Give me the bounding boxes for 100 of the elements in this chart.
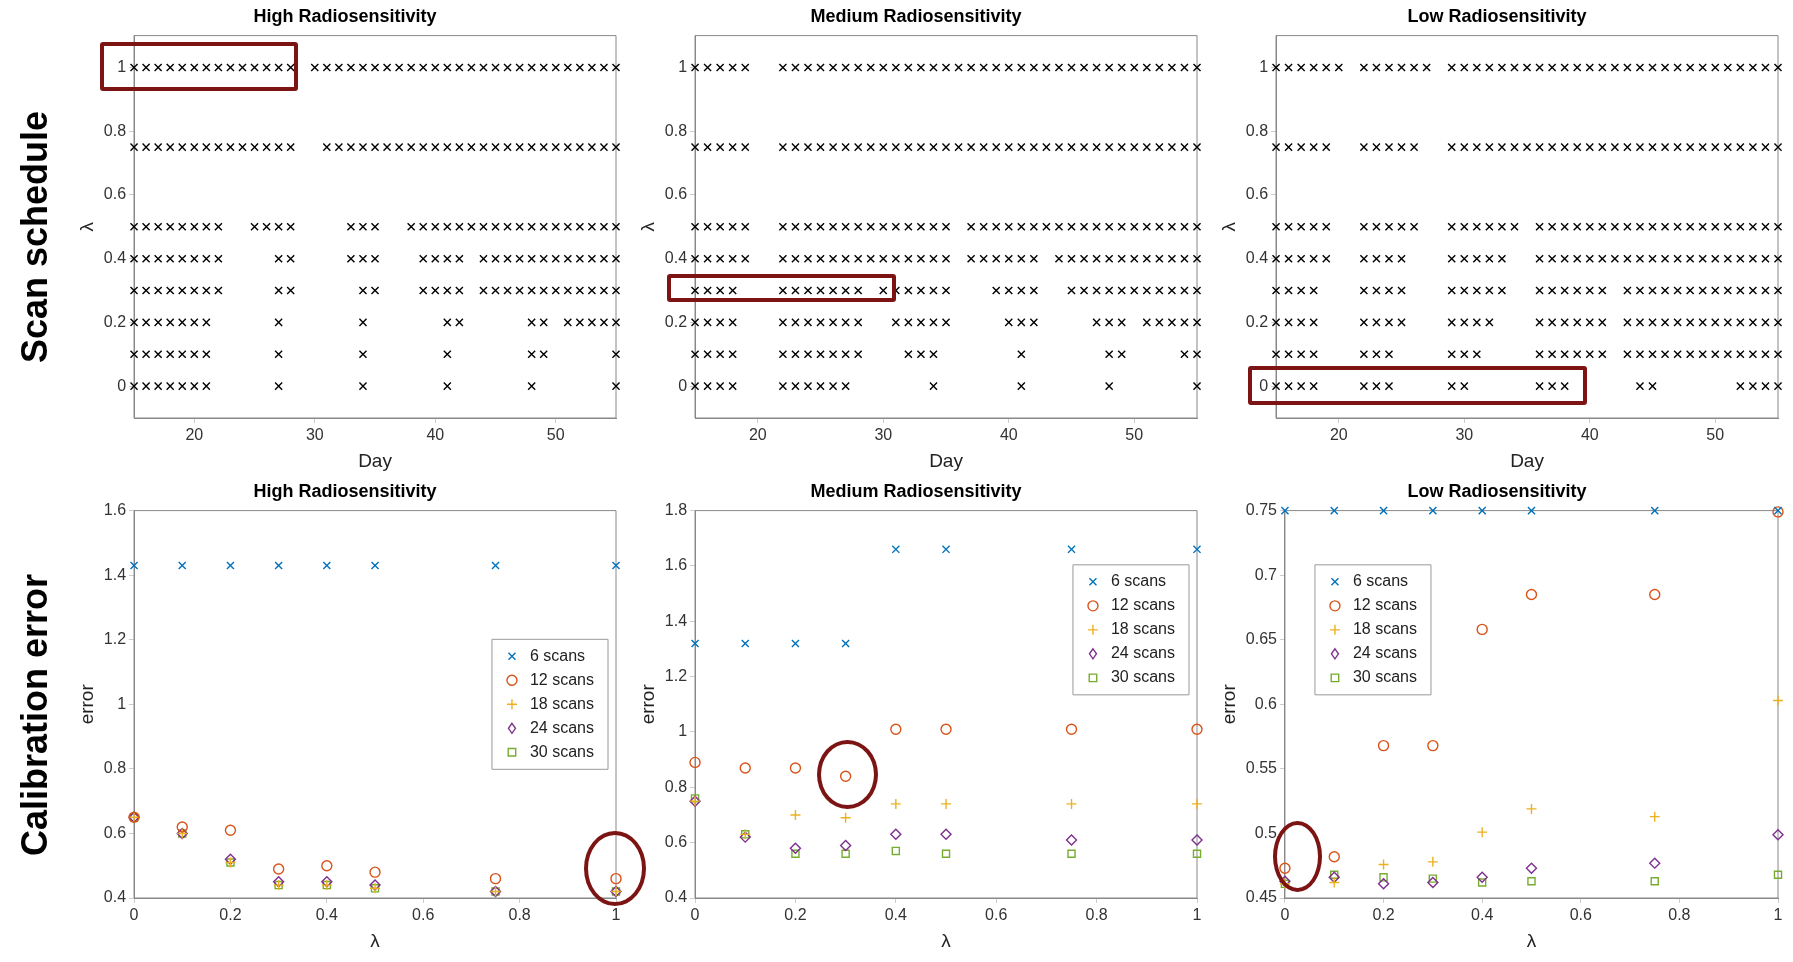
x-tick-label: 0.6 [985, 906, 1008, 924]
legend-label: 12 scans [1352, 596, 1417, 614]
y-tick-label: 0.45 [1245, 888, 1278, 906]
y-tick-label: 0.8 [103, 759, 127, 777]
x-tick-label: 50 [1706, 426, 1725, 444]
y-tick-label: 0.5 [1254, 823, 1278, 841]
y-tick-label: 1 [678, 722, 688, 740]
y-tick-label: 1.8 [664, 501, 688, 519]
y-axis-title: λ [1217, 221, 1239, 232]
y-tick-label: 1.4 [664, 611, 688, 629]
y-tick-label: 0.4 [1245, 249, 1269, 267]
x-tick-label: 20 [185, 426, 204, 444]
y-tick-label: 0.65 [1245, 630, 1278, 648]
y-tick-label: 0 [117, 376, 127, 394]
y-tick-label: 0.55 [1245, 759, 1278, 777]
x-tick-label: 0.6 [412, 906, 435, 924]
y-tick-label: 1.6 [664, 556, 688, 574]
y-tick-label: 1.2 [103, 630, 127, 648]
legend-label: 30 scans [1110, 668, 1176, 686]
x-tick-label: 0 [1280, 906, 1290, 924]
legend-label: 30 scans [1352, 668, 1417, 686]
x-axis-title: Day [358, 449, 393, 471]
y-tick-label: 0.4 [664, 888, 688, 906]
x-tick-label: 0.4 [315, 906, 339, 924]
y-axis-title: λ [75, 221, 97, 232]
legend-label: 6 scans [1110, 572, 1167, 590]
x-tick-label: 0.2 [1372, 906, 1395, 924]
chart-title: Low Radiosensitivity [1407, 5, 1587, 26]
legend-label: 12 scans [1110, 596, 1176, 614]
x-tick-label: 40 [1580, 426, 1599, 444]
x-tick-label: 30 [1455, 426, 1474, 444]
x-tick-label: 0.2 [219, 906, 242, 924]
chart-title: Low Radiosensitivity [1407, 480, 1587, 501]
legend-label: 6 scans [1352, 572, 1409, 590]
x-tick-label: 30 [305, 426, 324, 444]
x-axis-title: Day [1510, 449, 1545, 471]
y-tick-label: 0.8 [103, 121, 127, 139]
y-tick-label: 0.7 [1254, 565, 1278, 583]
text: Calibration error [14, 573, 56, 857]
x-axis-title: λ [370, 929, 381, 951]
x-tick-label: 0.8 [508, 906, 531, 924]
legend-label: 18 scans [1110, 620, 1176, 638]
legend-label: 24 scans [1352, 644, 1417, 662]
y-tick-label: 1 [678, 57, 688, 75]
y-tick-label: 0.4 [103, 888, 127, 906]
y-tick-label: 0.2 [103, 312, 127, 330]
chart-title: High Radiosensitivity [253, 5, 437, 26]
y-tick-label: 0.6 [1254, 694, 1278, 712]
y-tick-label: 1.2 [664, 667, 688, 685]
y-axis-title: error [636, 683, 658, 725]
legend-label: 18 scans [529, 694, 595, 712]
x-tick-label: 0.8 [1668, 906, 1691, 924]
y-tick-label: 1 [1259, 57, 1269, 75]
x-tick-label: 0.2 [784, 906, 807, 924]
text: Scan schedule [14, 111, 56, 364]
legend-label: 6 scans [529, 646, 586, 664]
x-tick-label: 0.4 [884, 906, 908, 924]
x-tick-label: 1 [1773, 906, 1783, 924]
x-tick-label: 0.6 [1569, 906, 1592, 924]
y-tick-label: 1 [117, 694, 127, 712]
y-tick-label: 0.4 [664, 249, 688, 267]
y-tick-label: 0 [678, 376, 688, 394]
y-tick-label: 0 [1259, 376, 1269, 394]
y-axis-title: error [1217, 683, 1239, 725]
y-tick-label: 1.6 [103, 501, 127, 519]
y-tick-label: 0.4 [103, 249, 127, 267]
x-axis-title: Day [929, 449, 964, 471]
x-tick-label: 40 [999, 426, 1018, 444]
y-axis-title: error [75, 683, 97, 725]
chart-title: Medium Radiosensitivity [810, 5, 1022, 26]
legend-label: 24 scans [529, 718, 595, 736]
x-tick-label: 20 [748, 426, 767, 444]
y-axis-title: λ [636, 221, 658, 232]
legend-label: 18 scans [1352, 620, 1417, 638]
y-tick-label: 0.6 [664, 833, 688, 851]
x-tick-label: 0.4 [1471, 906, 1494, 924]
y-tick-label: 0.8 [1245, 121, 1269, 139]
legend-label: 12 scans [529, 670, 595, 688]
chart-title: Medium Radiosensitivity [810, 480, 1022, 501]
x-tick-label: 1 [1192, 906, 1202, 924]
x-axis-title: λ [941, 929, 952, 951]
x-tick-label: 0 [129, 906, 139, 924]
x-tick-label: 0 [690, 906, 700, 924]
x-axis-title: λ [1526, 929, 1537, 951]
y-tick-label: 0.75 [1245, 501, 1278, 519]
y-tick-label: 0.8 [664, 777, 688, 795]
x-tick-label: 50 [1125, 426, 1144, 444]
x-tick-label: 40 [426, 426, 445, 444]
x-tick-label: 1 [611, 906, 621, 924]
x-tick-label: 0.8 [1085, 906, 1108, 924]
y-tick-label: 1.4 [103, 565, 127, 583]
y-tick-label: 0.6 [664, 185, 688, 203]
y-tick-label: 0.2 [664, 312, 688, 330]
chart-title: High Radiosensitivity [253, 480, 437, 501]
y-tick-label: 0.6 [103, 185, 127, 203]
x-tick-label: 20 [1329, 426, 1348, 444]
x-tick-label: 50 [546, 426, 565, 444]
y-tick-label: 0.8 [664, 121, 688, 139]
x-tick-label: 30 [874, 426, 893, 444]
y-tick-label: 0.2 [1245, 312, 1269, 330]
